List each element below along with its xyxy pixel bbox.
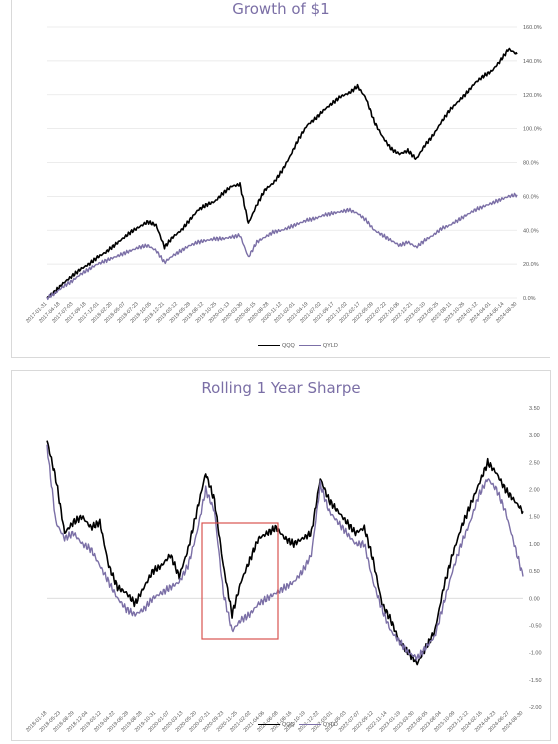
- series-line-qqq: [46, 47, 518, 299]
- y-tick-label: 140.0%: [523, 59, 542, 65]
- y-tick-label: -1.00: [529, 651, 542, 657]
- series-line-qyld: [46, 192, 518, 301]
- sharpe-chart-title: Rolling 1 Year Sharpe: [201, 379, 361, 397]
- y-tick-label: 2.50: [529, 460, 540, 466]
- y-tick-label: 1.00: [529, 542, 540, 548]
- y-tick-label: 60.0%: [523, 194, 539, 200]
- y-tick-label: 0.50: [529, 569, 540, 575]
- y-tick-label: 0.00: [529, 596, 540, 602]
- growth-chart-title: Growth of $1: [232, 0, 330, 18]
- y-tick-label: 120.0%: [523, 93, 542, 99]
- y-tick-label: 0.0%: [523, 296, 536, 302]
- series-line-qqq: [46, 440, 524, 666]
- highlight-box: [201, 522, 279, 640]
- y-tick-label: 3.50: [529, 406, 540, 412]
- sharpe-chart-legend: QQQ QYLD: [258, 722, 338, 728]
- y-tick-label: 2.00: [529, 488, 540, 494]
- y-tick-label: 160.0%: [523, 25, 542, 31]
- y-tick-label: -0.50: [529, 623, 542, 629]
- growth-chart-panel: Growth of $1 0.0% 20.0% 40.0% 60.0% 80.0% 100…: [11, 0, 550, 358]
- y-tick-label: -2.00: [529, 705, 542, 711]
- series-line-qyld: [46, 444, 524, 661]
- growth-chart-plot: 0.0% 20.0% 40.0% 60.0% 80.0% 100.0% 120.0% 140.…: [25, 25, 542, 325]
- y-tick-label: 100.0%: [523, 127, 542, 133]
- y-tick-label: 1.50: [529, 515, 540, 521]
- growth-chart-legend: QQQ QYLD: [258, 343, 338, 349]
- legend-qyld: QYLD: [298, 722, 338, 728]
- y-tick-label: 80.0%: [523, 161, 539, 167]
- y-tick-label: 40.0%: [523, 228, 539, 234]
- y-tick-label: 3.00: [529, 433, 540, 439]
- legend-qyld: QYLD: [298, 343, 338, 349]
- y-tick-label: -1.50: [529, 678, 542, 684]
- legend-qqq: QQQ: [258, 343, 295, 349]
- y-tick-label: 20.0%: [523, 262, 539, 268]
- sharpe-chart-plot: -2.00 -1.50 -1.00 -0.50 0.00 0.50 1.00 1.50 2.00…: [25, 406, 542, 734]
- sharpe-chart-panel: Rolling 1 Year Sharpe -2.00 -1.50 -1.00 -0.…: [11, 370, 551, 741]
- legend-qqq: QQQ: [258, 722, 295, 728]
